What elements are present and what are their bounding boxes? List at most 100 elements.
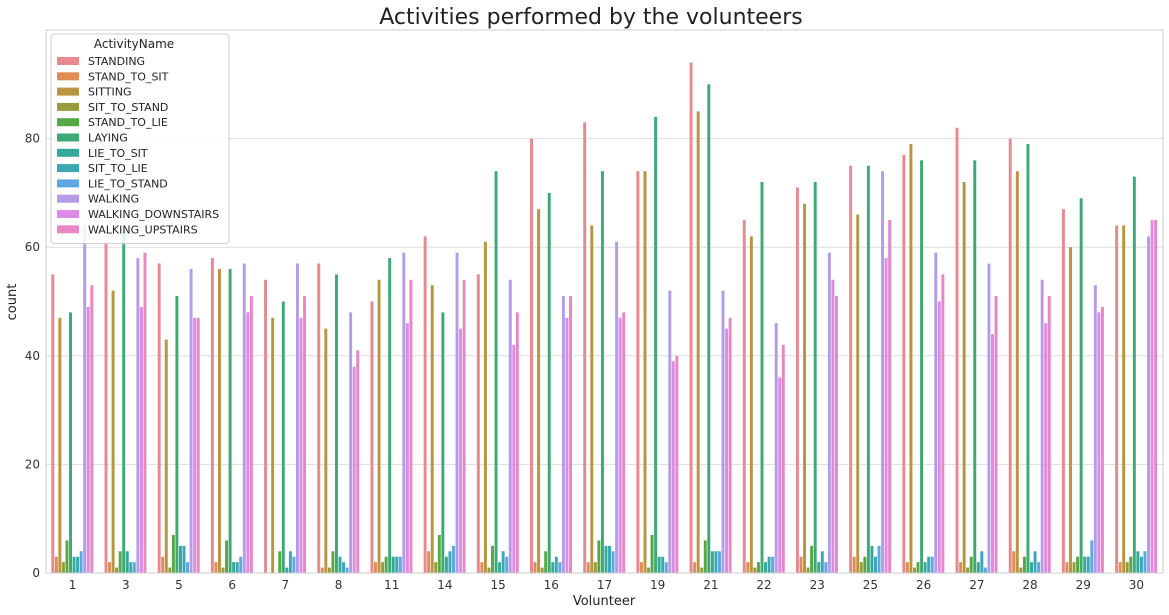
bar [636,171,640,573]
legend-swatch [57,133,79,142]
bar [586,562,590,573]
bar [459,328,463,573]
legend-entry: SIT_TO_LIE [88,162,148,175]
bar [764,562,768,573]
bar [1147,236,1150,573]
bar [1083,556,1087,573]
bar [590,225,594,574]
bar [615,241,619,573]
bar [455,252,459,573]
x-tick-label: 7 [282,578,290,592]
bar [448,551,452,573]
bar [767,556,771,573]
legend-entry: STANDING [88,55,145,68]
bar [356,350,360,573]
bar [565,317,569,573]
bar [480,562,484,573]
bar [352,366,356,573]
bar [813,182,817,574]
bar [1093,285,1097,573]
bar [1079,198,1083,573]
y-tick-label: 60 [25,240,40,254]
legend-entry: LAYING [88,132,128,145]
bar [877,545,881,573]
bar [551,562,555,573]
bar [320,567,324,573]
bar [760,182,764,574]
x-tick-label: 26 [916,578,931,592]
x-tick-label: 15 [490,578,505,592]
bar [512,344,516,573]
y-axis-label: count [5,284,20,321]
bar [246,312,250,573]
bar [370,301,374,573]
bar [1143,551,1147,573]
bar [338,556,342,573]
x-tick-label: 1 [69,578,77,592]
bar [810,545,814,573]
bar [725,328,729,573]
bar [335,274,338,573]
x-tick-labels: 1 3 5 6 7 8 11 14 15 16 17 19 21 22 23 25 26 27 28 29 30 [69,578,1144,592]
bar [1139,556,1143,573]
bar [863,556,867,573]
bar [859,562,863,573]
bar [143,252,147,573]
bar [139,306,143,573]
bar [544,551,548,573]
bars [51,62,1158,574]
bar [239,556,243,573]
bar [51,274,55,573]
bar [1012,551,1016,573]
legend-swatch [57,179,79,188]
legend-entry: WALKING_UPSTAIRS [88,223,198,236]
bar [299,317,303,573]
bar [132,562,136,573]
bar [65,540,69,573]
x-tick-label: 6 [228,578,236,592]
bar [189,268,193,573]
legend-entry: WALKING_DOWNSTAIRS [88,208,219,221]
bar [1040,279,1044,573]
bar [1069,247,1072,573]
bar [83,225,87,574]
bar [72,556,76,573]
bar [569,296,572,573]
bar [327,567,331,573]
bar [342,562,346,573]
bar [104,241,108,573]
bar [86,306,90,573]
bar [452,545,455,573]
bar [604,545,608,573]
bar [537,209,541,573]
legend: ActivityName STANDING STAND_TO_SIT SITTING S… [50,33,230,245]
bar [927,556,931,573]
bar [487,567,491,573]
legend-swatch [57,87,79,96]
bar [69,312,72,573]
bar [437,534,441,573]
bar [969,556,973,573]
bar [405,323,409,573]
legend-entry: STAND_TO_SIT [88,70,169,83]
bar [349,312,353,573]
bar [79,551,83,573]
bar [168,567,172,573]
bar [295,263,299,573]
bar [1026,144,1030,573]
bar [866,165,870,573]
bar [756,562,760,573]
bar [228,268,232,573]
bar [654,116,658,573]
x-tick-label: 5 [175,578,183,592]
bar [324,328,328,573]
bar [547,192,551,573]
y-tick-label: 0 [32,566,40,580]
bar [664,562,668,573]
bar [1136,551,1140,573]
y-tick-labels: 0 20 40 60 80 [25,132,40,580]
bar [671,361,675,573]
bar [834,296,838,573]
bar [292,556,296,573]
bar [991,334,994,573]
